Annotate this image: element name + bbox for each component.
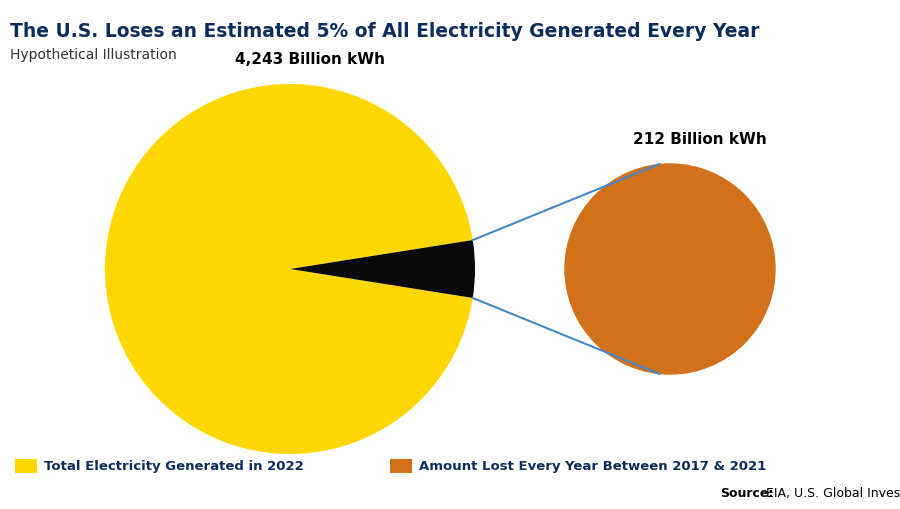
Wedge shape [290, 241, 475, 298]
Text: 4,243 Billion kWh: 4,243 Billion kWh [235, 52, 385, 67]
Text: Source:: Source: [720, 486, 773, 499]
Text: Total Electricity Generated in 2022: Total Electricity Generated in 2022 [44, 460, 304, 472]
Circle shape [565, 165, 775, 374]
Text: EIA, U.S. Global Investors: EIA, U.S. Global Investors [762, 486, 900, 499]
Text: The U.S. Loses an Estimated 5% of All Electricity Generated Every Year: The U.S. Loses an Estimated 5% of All El… [10, 22, 760, 41]
Text: 212 Billion kWh: 212 Billion kWh [633, 132, 767, 147]
Text: Hypothetical Illustration: Hypothetical Illustration [10, 48, 176, 62]
FancyBboxPatch shape [390, 459, 412, 473]
Text: Amount Lost Every Year Between 2017 & 2021: Amount Lost Every Year Between 2017 & 20… [419, 460, 766, 472]
FancyBboxPatch shape [15, 459, 37, 473]
Wedge shape [105, 85, 473, 454]
